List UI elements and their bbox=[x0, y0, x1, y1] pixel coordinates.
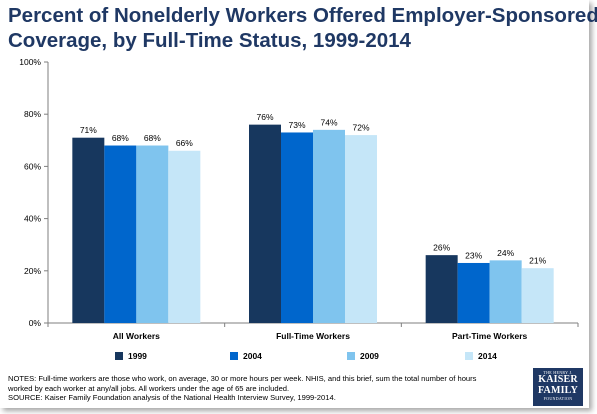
logo-text: FOUNDATION bbox=[543, 396, 573, 401]
bar bbox=[136, 145, 169, 323]
data-label: 23% bbox=[465, 250, 482, 260]
bar bbox=[345, 135, 377, 323]
y-tick-label: 20% bbox=[24, 266, 41, 276]
notes-line: NOTES: Full-time workers are those who w… bbox=[8, 374, 477, 383]
legend-swatch bbox=[465, 352, 473, 360]
category-label: Full-Time Workers bbox=[276, 331, 350, 341]
legend-label: 2004 bbox=[243, 351, 262, 361]
data-label: 68% bbox=[144, 133, 161, 143]
notes-block: NOTES: Full-time workers are those who w… bbox=[8, 374, 528, 403]
data-label: 66% bbox=[176, 138, 193, 148]
bar bbox=[281, 132, 313, 323]
bar bbox=[457, 262, 490, 323]
data-label: 24% bbox=[497, 248, 514, 258]
bar bbox=[249, 124, 281, 323]
bar bbox=[521, 268, 554, 323]
legend-label: 2009 bbox=[360, 351, 379, 361]
y-tick-label: 40% bbox=[24, 214, 41, 224]
data-label: 74% bbox=[320, 117, 337, 127]
logo-text: THE HENRY J. bbox=[543, 370, 573, 375]
chart-title-line: Coverage, by Full-Time Status, 1999-2014 bbox=[8, 29, 411, 52]
bar bbox=[104, 145, 137, 323]
chart-legend: 1999 2004 2009 2014 bbox=[115, 351, 535, 363]
logo-text: FAMILY bbox=[537, 384, 579, 396]
legend-swatch bbox=[347, 352, 355, 360]
legend-label: 1999 bbox=[128, 351, 147, 361]
data-label: 73% bbox=[288, 120, 305, 130]
chart-title-line: Percent of Nonelderly Workers Offered Em… bbox=[8, 4, 597, 27]
data-label: 68% bbox=[112, 133, 129, 143]
chart-title: Percent of Nonelderly Workers Offered Em… bbox=[8, 3, 597, 53]
source-line: SOURCE: Kaiser Family Foundation analysi… bbox=[8, 393, 336, 403]
y-tick-label: 0% bbox=[29, 318, 42, 328]
legend-swatch bbox=[230, 352, 238, 360]
data-label: 76% bbox=[256, 112, 273, 122]
legend-item: 2014 bbox=[465, 351, 497, 361]
category-label: All Workers bbox=[113, 331, 160, 341]
y-tick-label: 100% bbox=[19, 57, 41, 67]
bar bbox=[489, 260, 522, 323]
category-label: Part-Time Workers bbox=[452, 331, 528, 341]
data-label: 72% bbox=[352, 123, 369, 133]
notes-line: worked by each worker at any/all jobs. A… bbox=[8, 383, 290, 393]
legend-swatch bbox=[115, 352, 123, 360]
legend-item: 2004 bbox=[230, 351, 262, 361]
data-label: 26% bbox=[433, 243, 450, 253]
bar bbox=[72, 137, 105, 323]
legend-item: 2009 bbox=[347, 351, 379, 361]
legend-item: 1999 bbox=[115, 351, 147, 361]
data-label: 21% bbox=[529, 256, 546, 266]
bar bbox=[168, 150, 201, 323]
data-label: 71% bbox=[80, 125, 97, 135]
y-tick-label: 80% bbox=[24, 109, 41, 119]
y-tick-label: 60% bbox=[24, 161, 41, 171]
kff-logo: THE HENRY J. KAISER FAMILY FOUNDATION bbox=[533, 368, 583, 406]
bar bbox=[313, 129, 345, 323]
logo-text: KAISER bbox=[538, 374, 578, 385]
bar bbox=[425, 255, 458, 323]
legend-label: 2014 bbox=[478, 351, 497, 361]
